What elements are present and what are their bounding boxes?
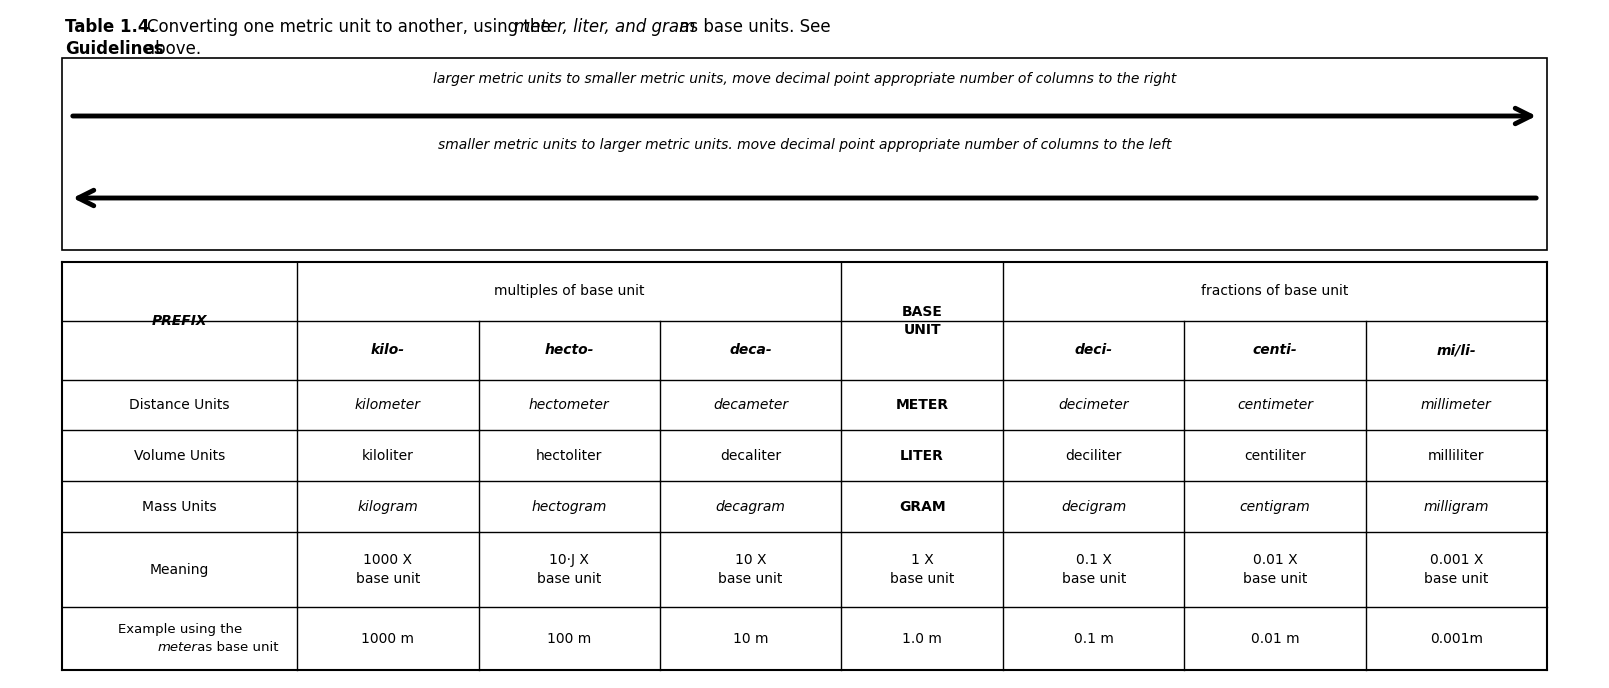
Text: kilometer: kilometer [356, 398, 422, 412]
Text: 0.1 X
base unit: 0.1 X base unit [1062, 553, 1126, 585]
Text: Table 1.4.: Table 1.4. [64, 18, 156, 36]
Text: hecto-: hecto- [544, 343, 594, 357]
Text: Meaning: Meaning [150, 563, 209, 577]
Text: deci-: deci- [1075, 343, 1113, 357]
Text: Mass Units: Mass Units [142, 499, 217, 514]
Text: 10·J X
base unit: 10·J X base unit [537, 553, 602, 585]
Text: kilo-: kilo- [372, 343, 405, 357]
Text: hectometer: hectometer [529, 398, 610, 412]
Text: Guidelines: Guidelines [64, 40, 164, 58]
Text: decaliter: decaliter [719, 449, 780, 463]
Text: 10 X
base unit: 10 X base unit [718, 553, 782, 585]
Text: hectogram: hectogram [531, 499, 607, 514]
Text: PREFIX: PREFIX [151, 314, 208, 328]
Text: 1 X
base unit: 1 X base unit [890, 553, 954, 585]
Text: kiloliter: kiloliter [362, 449, 414, 463]
Bar [63, 58, 1546, 250]
Text: as base units. See: as base units. See [674, 18, 830, 36]
Text: 1000 m: 1000 m [362, 632, 415, 645]
Text: LITER: LITER [899, 449, 944, 463]
Text: milligram: milligram [1424, 499, 1488, 514]
Text: Converting one metric unit to another, using the: Converting one metric unit to another, u… [146, 18, 555, 36]
Text: 1.0 m: 1.0 m [903, 632, 943, 645]
Text: centimeter: centimeter [1237, 398, 1313, 412]
Text: 0.01 X
base unit: 0.01 X base unit [1242, 553, 1307, 585]
Text: centi-: centi- [1253, 343, 1297, 357]
Text: METER: METER [896, 398, 949, 412]
Text: 0.001 X
base unit: 0.001 X base unit [1424, 553, 1488, 585]
Text: millimeter: millimeter [1421, 398, 1492, 412]
Text: multiples of base unit: multiples of base unit [494, 284, 645, 299]
Text: 0.01 m: 0.01 m [1250, 632, 1300, 645]
Text: hectoliter: hectoliter [536, 449, 602, 463]
Text: as base unit: as base unit [193, 641, 278, 654]
Text: kilogram: kilogram [357, 499, 418, 514]
Text: centigram: centigram [1241, 499, 1310, 514]
Text: fractions of base unit: fractions of base unit [1202, 284, 1348, 299]
Text: Distance Units: Distance Units [129, 398, 230, 412]
Text: deciliter: deciliter [1065, 449, 1121, 463]
Text: deca-: deca- [729, 343, 772, 357]
Text: 100 m: 100 m [547, 632, 592, 645]
Text: 0.1 m: 0.1 m [1073, 632, 1113, 645]
Text: meter: meter [158, 641, 198, 654]
Text: BASE
UNIT: BASE UNIT [901, 305, 943, 337]
Text: meter, liter, and gram: meter, liter, and gram [513, 18, 695, 36]
Text: Example using the: Example using the [117, 623, 241, 636]
Text: decimeter: decimeter [1059, 398, 1130, 412]
Text: GRAM: GRAM [899, 499, 946, 514]
Text: decagram: decagram [716, 499, 785, 514]
Text: 10 m: 10 m [732, 632, 767, 645]
Text: milliliter: milliliter [1429, 449, 1485, 463]
Text: centiliter: centiliter [1244, 449, 1307, 463]
Text: Volume Units: Volume Units [134, 449, 225, 463]
Text: mi/li-: mi/li- [1437, 343, 1475, 357]
Text: 1000 X
base unit: 1000 X base unit [356, 553, 420, 585]
Text: decameter: decameter [713, 398, 788, 412]
Text: smaller metric units to larger metric units. move decimal point appropriate numb: smaller metric units to larger metric un… [438, 138, 1171, 152]
Text: decigram: decigram [1062, 499, 1126, 514]
Text: above.: above. [145, 40, 201, 58]
Text: 0.001m: 0.001m [1430, 632, 1483, 645]
Text: larger metric units to smaller metric units, move decimal point appropriate numb: larger metric units to smaller metric un… [433, 72, 1176, 86]
